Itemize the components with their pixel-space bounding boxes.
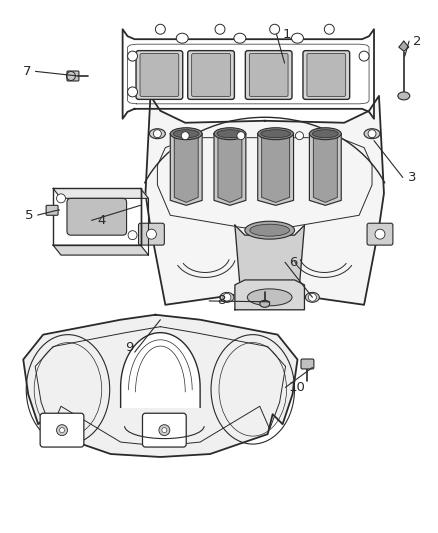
Text: 9: 9 [126, 341, 134, 353]
Ellipse shape [258, 128, 293, 140]
Circle shape [153, 130, 161, 138]
Polygon shape [53, 188, 141, 245]
Polygon shape [23, 315, 297, 457]
Circle shape [308, 293, 316, 301]
Polygon shape [218, 134, 242, 203]
Polygon shape [235, 280, 304, 310]
Circle shape [146, 229, 156, 239]
Polygon shape [235, 225, 304, 285]
Ellipse shape [149, 129, 165, 139]
Circle shape [368, 130, 376, 138]
Circle shape [57, 425, 67, 435]
Text: 4: 4 [97, 214, 106, 227]
FancyBboxPatch shape [40, 413, 84, 447]
Circle shape [324, 25, 334, 34]
Polygon shape [258, 134, 293, 205]
Polygon shape [174, 134, 198, 203]
Ellipse shape [292, 33, 304, 43]
Ellipse shape [217, 130, 243, 138]
Polygon shape [214, 134, 246, 205]
FancyBboxPatch shape [301, 359, 314, 369]
Ellipse shape [250, 224, 290, 236]
Ellipse shape [305, 293, 319, 302]
FancyBboxPatch shape [136, 51, 183, 99]
FancyBboxPatch shape [192, 54, 230, 96]
FancyBboxPatch shape [67, 198, 127, 235]
Ellipse shape [398, 92, 410, 100]
FancyBboxPatch shape [367, 223, 393, 245]
Ellipse shape [176, 33, 188, 43]
Ellipse shape [260, 300, 270, 308]
Polygon shape [314, 134, 337, 203]
FancyBboxPatch shape [140, 54, 179, 96]
Ellipse shape [173, 130, 199, 138]
Ellipse shape [214, 128, 246, 140]
Circle shape [296, 132, 304, 140]
Circle shape [223, 293, 231, 301]
Circle shape [181, 132, 189, 140]
Circle shape [127, 51, 138, 61]
Circle shape [270, 25, 279, 34]
FancyBboxPatch shape [307, 54, 346, 96]
Polygon shape [53, 188, 148, 198]
FancyBboxPatch shape [188, 51, 234, 99]
Text: 1: 1 [282, 28, 291, 41]
Circle shape [155, 25, 165, 34]
FancyBboxPatch shape [303, 51, 350, 99]
Circle shape [60, 427, 64, 433]
FancyBboxPatch shape [142, 413, 186, 447]
FancyBboxPatch shape [249, 54, 288, 96]
Text: 8: 8 [217, 294, 226, 308]
Polygon shape [53, 245, 148, 255]
Polygon shape [399, 41, 409, 51]
Ellipse shape [261, 130, 290, 138]
Text: 10: 10 [289, 381, 306, 394]
Polygon shape [309, 134, 341, 205]
Text: 7: 7 [23, 65, 32, 78]
Polygon shape [123, 29, 374, 119]
FancyBboxPatch shape [245, 51, 292, 99]
Circle shape [57, 194, 65, 203]
Text: 2: 2 [413, 35, 421, 47]
Circle shape [359, 51, 369, 61]
Ellipse shape [309, 128, 341, 140]
Ellipse shape [312, 130, 338, 138]
Ellipse shape [247, 289, 292, 306]
Text: 6: 6 [289, 256, 297, 269]
Polygon shape [120, 333, 200, 407]
Circle shape [159, 425, 170, 435]
Ellipse shape [170, 128, 202, 140]
Circle shape [127, 87, 138, 97]
Circle shape [237, 132, 245, 140]
FancyBboxPatch shape [138, 223, 164, 245]
Ellipse shape [220, 293, 234, 302]
Text: 3: 3 [408, 171, 417, 184]
Circle shape [375, 229, 385, 239]
Polygon shape [262, 134, 290, 203]
FancyBboxPatch shape [67, 71, 79, 81]
Text: 5: 5 [25, 208, 34, 222]
Ellipse shape [234, 33, 246, 43]
Circle shape [215, 25, 225, 34]
Circle shape [162, 427, 167, 433]
Polygon shape [170, 134, 202, 205]
Circle shape [128, 231, 137, 240]
FancyBboxPatch shape [46, 205, 58, 215]
Ellipse shape [245, 221, 294, 239]
Ellipse shape [364, 129, 380, 139]
Polygon shape [145, 96, 384, 305]
